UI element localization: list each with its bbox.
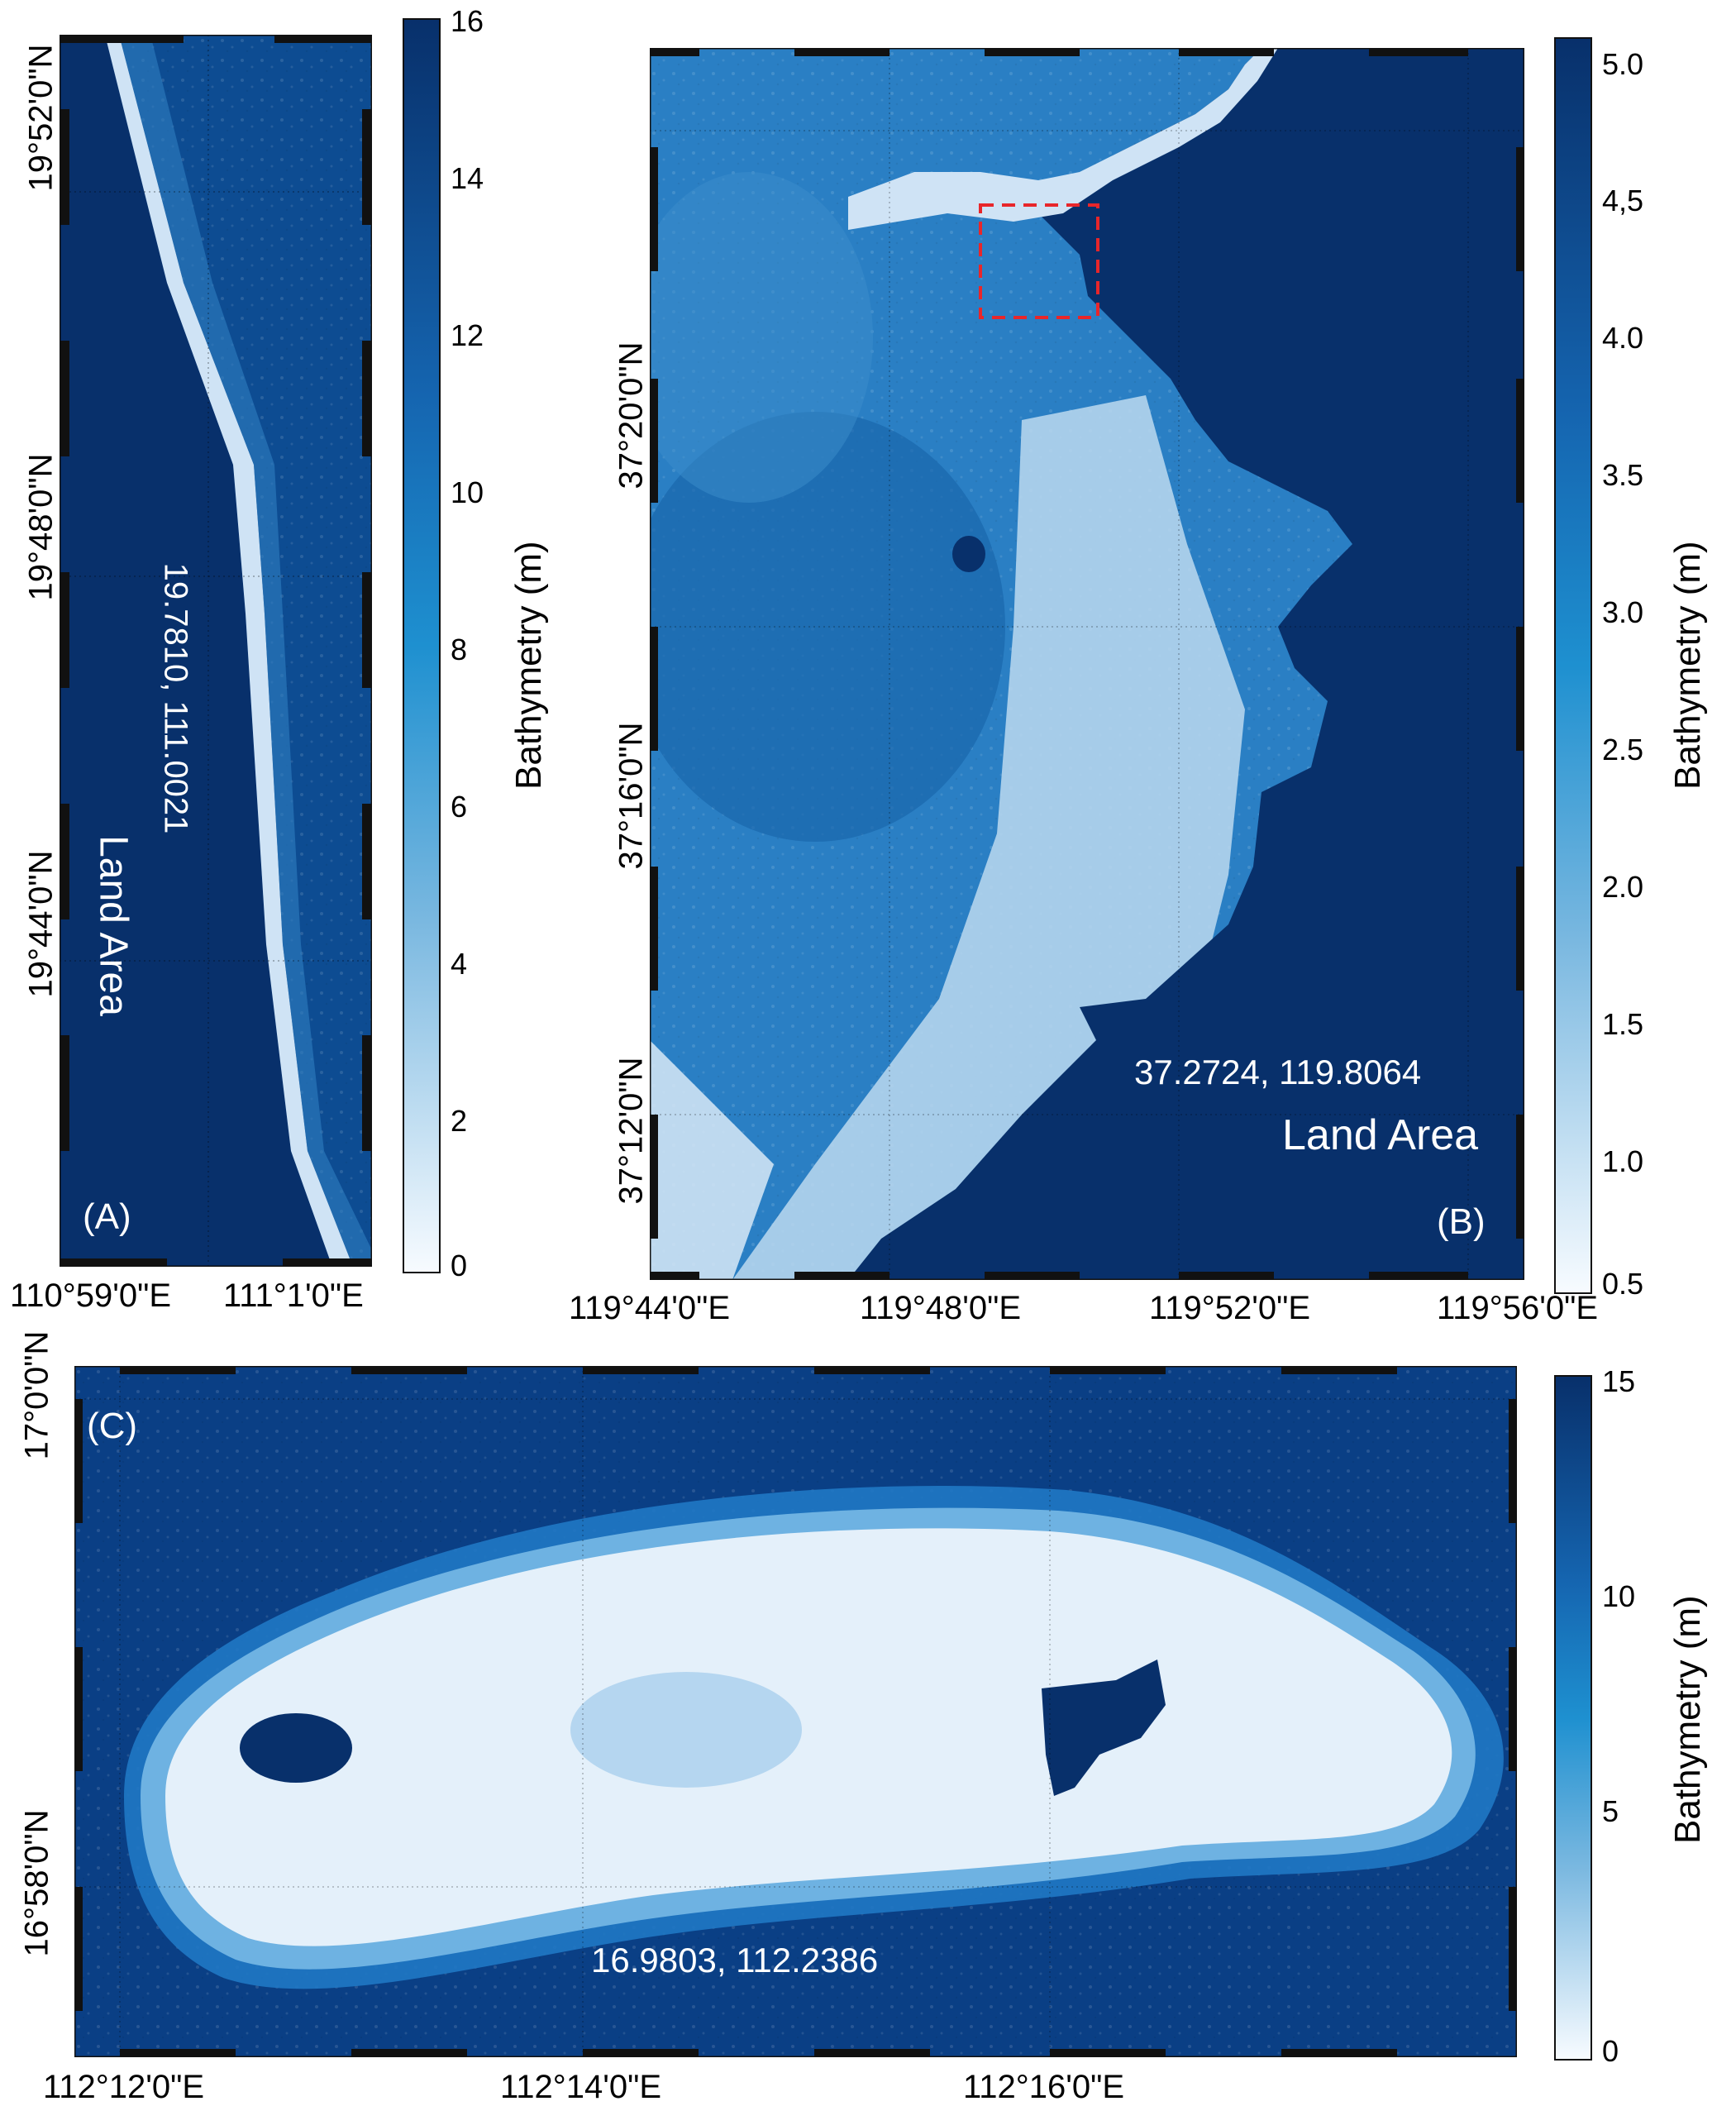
panel-c-colorbar-title: Bathymetry (m) — [1667, 1595, 1708, 1844]
panel-a-colorbar-tick: 6 — [451, 790, 468, 824]
panel-a-colorbar-tick: 8 — [451, 633, 468, 666]
panel-b-colorbar-tick: 5.0 — [1602, 47, 1644, 81]
panel-b-lat-label-1: 37°20'0"N — [613, 341, 650, 489]
panel-b-colorbar-tick: 2.5 — [1602, 733, 1644, 766]
panel-a-colorbar-tick: 14 — [451, 161, 484, 195]
panel-b-colorbar-tick: 1.0 — [1602, 1144, 1644, 1178]
panel-a-colorbar — [403, 18, 441, 1273]
panel-c-lon-label-1: 112°12'0"E — [43, 2069, 205, 2105]
panel-a-land-label: Land Area — [91, 835, 136, 1016]
panel-b-colorbar-tick: 0.5 — [1602, 1267, 1644, 1301]
panel-b-land-label: Land Area — [1282, 1111, 1479, 1159]
panel-b-lat-label-2: 37°16'0"N — [613, 722, 650, 870]
panel-a-map: (A) 19.7810, 111.0021 Land Area — [60, 35, 372, 1267]
panel-c-lat-label-2: 16°58'0"N — [18, 1809, 55, 1957]
panel-b-colorbar — [1554, 37, 1592, 1294]
panel-c-letter: (C) — [87, 1406, 138, 1446]
panel-c-lat-label-1: 17°0'0"N — [18, 1330, 55, 1460]
panel-c-coordinate-label: 16.9803, 112.2386 — [591, 1941, 879, 1979]
panel-b-lon-label-1: 119°44'0"E — [569, 1290, 731, 1326]
panel-c-colorbar-tick: 5 — [1602, 1794, 1619, 1828]
panel-c-colorbar-tick: 0 — [1602, 2034, 1619, 2068]
panel-b-colorbar-tick: 4,5 — [1602, 184, 1644, 217]
panel-a-colorbar-tick: 12 — [451, 318, 484, 352]
panel-c-colorbar-tick: 10 — [1602, 1579, 1636, 1613]
panel-b-colorbar-title: Bathymetry (m) — [1667, 541, 1708, 790]
panel-b-colorbar-tick: 3.5 — [1602, 458, 1644, 492]
panel-a-lon-label-2: 111°1'0"E — [223, 1277, 364, 1314]
panel-a-colorbar-tick: 16 — [451, 4, 484, 38]
panel-a-colorbar-title: Bathymetry (m) — [508, 541, 549, 790]
panel-c-colorbar — [1554, 1375, 1592, 2061]
panel-b-letter: (B) — [1437, 1201, 1486, 1242]
panel-a-lat-label-2: 19°48'0"N — [22, 453, 60, 601]
panel-a-coordinate-label: 19.7810, 111.0021 — [157, 562, 194, 834]
panel-b-coordinate-label: 37.2724, 119.8064 — [1134, 1053, 1422, 1091]
panel-a-colorbar-tick: 10 — [451, 475, 484, 509]
panel-b-lon-label-2: 119°48'0"E — [860, 1290, 1022, 1326]
panel-b-bathymetry-image — [650, 48, 1524, 1280]
panel-a-lon-label-1: 110°59'0"E — [10, 1277, 172, 1314]
panel-b-lon-label-3: 119°52'0"E — [1149, 1290, 1311, 1326]
panel-a-letter: (A) — [83, 1196, 131, 1237]
panel-a-lat-label-1: 19°52'0"N — [22, 44, 60, 192]
panel-a-lat-label-3: 19°44'0"N — [22, 850, 60, 998]
panel-c-colorbar-tick: 15 — [1602, 1364, 1636, 1398]
panel-a-colorbar-tick: 0 — [451, 1249, 468, 1282]
panel-b-lon-label-4: 119°56'0"E — [1437, 1290, 1599, 1326]
panel-a-colorbar-tick: 4 — [451, 947, 468, 981]
panel-b-colorbar-tick: 2.0 — [1602, 870, 1644, 904]
panel-b-colorbar-tick: 3.0 — [1602, 595, 1644, 629]
panel-a-bathymetry-image — [60, 35, 372, 1267]
panel-c-lon-label-3: 112°16'0"E — [963, 2069, 1125, 2105]
panel-b-colorbar-tick: 1.5 — [1602, 1007, 1644, 1041]
panel-b-lat-label-3: 37°12'0"N — [613, 1057, 650, 1205]
panel-c-lon-label-2: 112°14'0"E — [500, 2069, 662, 2105]
panel-b-map: 37.2724, 119.8064 Land Area (B) — [650, 48, 1524, 1280]
panel-c-map: (C) 16.9803, 112.2386 — [74, 1366, 1517, 2057]
panel-b-colorbar-tick: 4.0 — [1602, 321, 1644, 355]
panel-a-colorbar-tick: 2 — [451, 1104, 468, 1138]
